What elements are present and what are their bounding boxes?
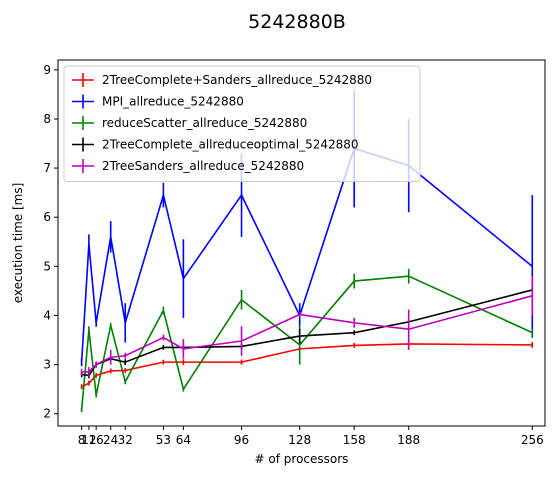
legend-entry: MPI_allreduce_5242880 <box>72 94 244 109</box>
legend-box <box>63 65 421 182</box>
x-tick-label: 12 <box>81 433 96 447</box>
legend-label: 2TreeSanders_allreduce_5242880 <box>102 159 304 173</box>
legend-label: 2TreeComplete+Sanders_allreduce_5242880 <box>102 73 372 87</box>
x-tick-label: 256 <box>521 433 544 447</box>
y-tick-label: 7 <box>43 161 51 175</box>
y-tick-label: 9 <box>43 63 51 77</box>
y-tick-label: 8 <box>43 112 51 126</box>
y-tick-label: 5 <box>43 259 51 273</box>
x-tick-label: 128 <box>288 433 311 447</box>
series-line <box>80 275 533 410</box>
legend-label: MPI_allreduce_5242880 <box>102 95 244 109</box>
x-tick-label: 32 <box>118 433 133 447</box>
x-axis-label: # of processors <box>255 452 349 466</box>
legend-label: 2TreeComplete_allreduceoptimal_5242880 <box>102 138 359 152</box>
series-1 <box>80 338 534 390</box>
x-tick-label: 24 <box>103 433 118 447</box>
legend-label: reduceScatter_allreduce_5242880 <box>102 116 307 130</box>
y-tick-label: 6 <box>43 210 51 224</box>
y-tick-label: 2 <box>43 407 51 421</box>
x-tick-label: 96 <box>234 433 249 447</box>
series-line <box>81 343 533 388</box>
y-axis-label: execution time [ms] <box>11 183 25 304</box>
legend-entry: reduceScatter_allreduce_5242880 <box>72 116 307 130</box>
series-line <box>81 295 533 373</box>
x-tick-label: 16 <box>89 433 104 447</box>
legend-entry: 2TreeComplete+Sanders_allreduce_5242880 <box>72 73 372 87</box>
y-axis-ticks: 2 3 4 5 6 7 8 9 <box>43 63 58 421</box>
legend-entry: 2TreeComplete_allreduceoptimal_5242880 <box>72 137 359 152</box>
x-tick-label: 64 <box>176 433 191 447</box>
y-tick-label: 3 <box>43 358 51 372</box>
series-5 <box>80 276 534 377</box>
series-line <box>81 289 533 377</box>
x-tick-label: 53 <box>156 433 171 447</box>
legend-entry: 2TreeSanders_allreduce_5242880 <box>72 159 304 173</box>
series-3 <box>80 268 534 413</box>
x-tick-label: 158 <box>343 433 366 447</box>
y-tick-label: 4 <box>43 308 51 322</box>
x-tick-label: 8 <box>78 433 86 447</box>
plot-frame <box>57 59 546 427</box>
chart-title: 5242880B <box>248 11 346 33</box>
legend: 2TreeComplete+Sanders_allreduce_5242880 M… <box>63 65 421 182</box>
x-tick-label: 188 <box>397 433 420 447</box>
